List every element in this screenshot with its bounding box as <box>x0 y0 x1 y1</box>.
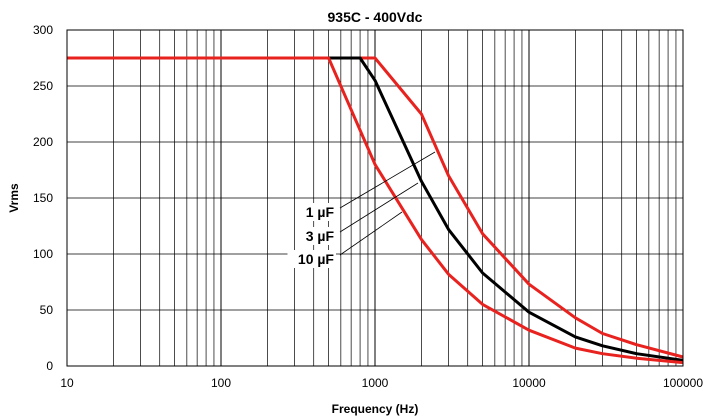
series-label-background <box>296 227 336 245</box>
label-leader-line <box>339 151 436 209</box>
y-tick-label: 100 <box>33 247 53 261</box>
series-label: 3 µF <box>306 228 335 244</box>
x-tick-label: 10000 <box>512 376 546 390</box>
y-tick-label: 150 <box>33 191 53 205</box>
series-line-1uf <box>67 56 684 359</box>
y-tick-label: 50 <box>40 303 54 317</box>
label-leader-line <box>339 182 419 233</box>
y-tick-label: 300 <box>33 23 53 37</box>
y-tick-label: 200 <box>33 135 53 149</box>
x-tick-label: 100000 <box>663 376 703 390</box>
x-tick-label: 10 <box>60 376 74 390</box>
series-line-10uf <box>67 56 684 365</box>
y-axis-label: Vrms <box>7 183 21 213</box>
y-tick-label: 250 <box>33 79 53 93</box>
chart-title: 935C - 400Vdc <box>328 9 423 25</box>
y-tick-label: 0 <box>46 359 53 373</box>
series-line-3uf <box>67 56 684 362</box>
label-leader-line <box>339 211 403 256</box>
plot-frame <box>66 29 684 367</box>
series-lines <box>67 56 684 365</box>
series-labels: 1 µF 3 µF 10 µF <box>287 203 336 268</box>
label-leader-lines <box>339 151 436 256</box>
series-label: 10 µF <box>298 251 335 267</box>
x-tick-label: 100 <box>211 376 231 390</box>
x-axis-label: Frequency (Hz) <box>332 402 419 416</box>
series-label-background <box>287 250 336 268</box>
series-label: 1 µF <box>306 204 335 220</box>
x-tick-label: 1000 <box>362 376 389 390</box>
tick-labels: 0 50 100 150 200 250 300 10 100 1000 10000 100000 <box>33 23 703 390</box>
series-label-background <box>296 203 336 221</box>
